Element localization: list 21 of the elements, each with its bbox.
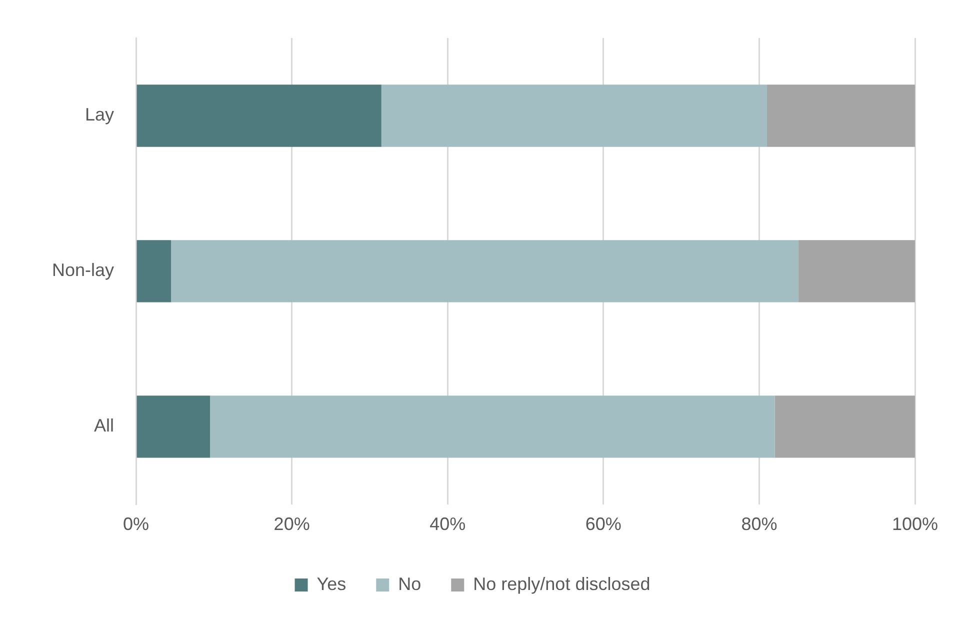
x-tick-label: 60% <box>585 514 622 534</box>
bar <box>136 396 210 458</box>
bar <box>766 84 915 147</box>
legend-label: Yes <box>316 574 346 594</box>
x-tick-label: 80% <box>741 514 778 534</box>
bar <box>210 396 775 458</box>
bar <box>798 240 915 302</box>
y-tick-label: All <box>94 416 114 436</box>
y-tick-label: Lay <box>84 104 114 125</box>
x-tick-label: 40% <box>430 514 466 534</box>
bar <box>136 240 172 302</box>
bar <box>171 240 798 302</box>
x-tick-label: 100% <box>892 514 938 534</box>
bar <box>381 84 767 147</box>
x-tick-label: 20% <box>274 514 310 534</box>
legend-label: No <box>398 574 422 594</box>
y-tick-label: Non-lay <box>52 260 114 280</box>
x-tick-label: 0% <box>123 514 150 534</box>
legend-label: No reply/not disclosed <box>473 574 650 594</box>
bar <box>774 396 915 458</box>
bar <box>136 84 382 147</box>
